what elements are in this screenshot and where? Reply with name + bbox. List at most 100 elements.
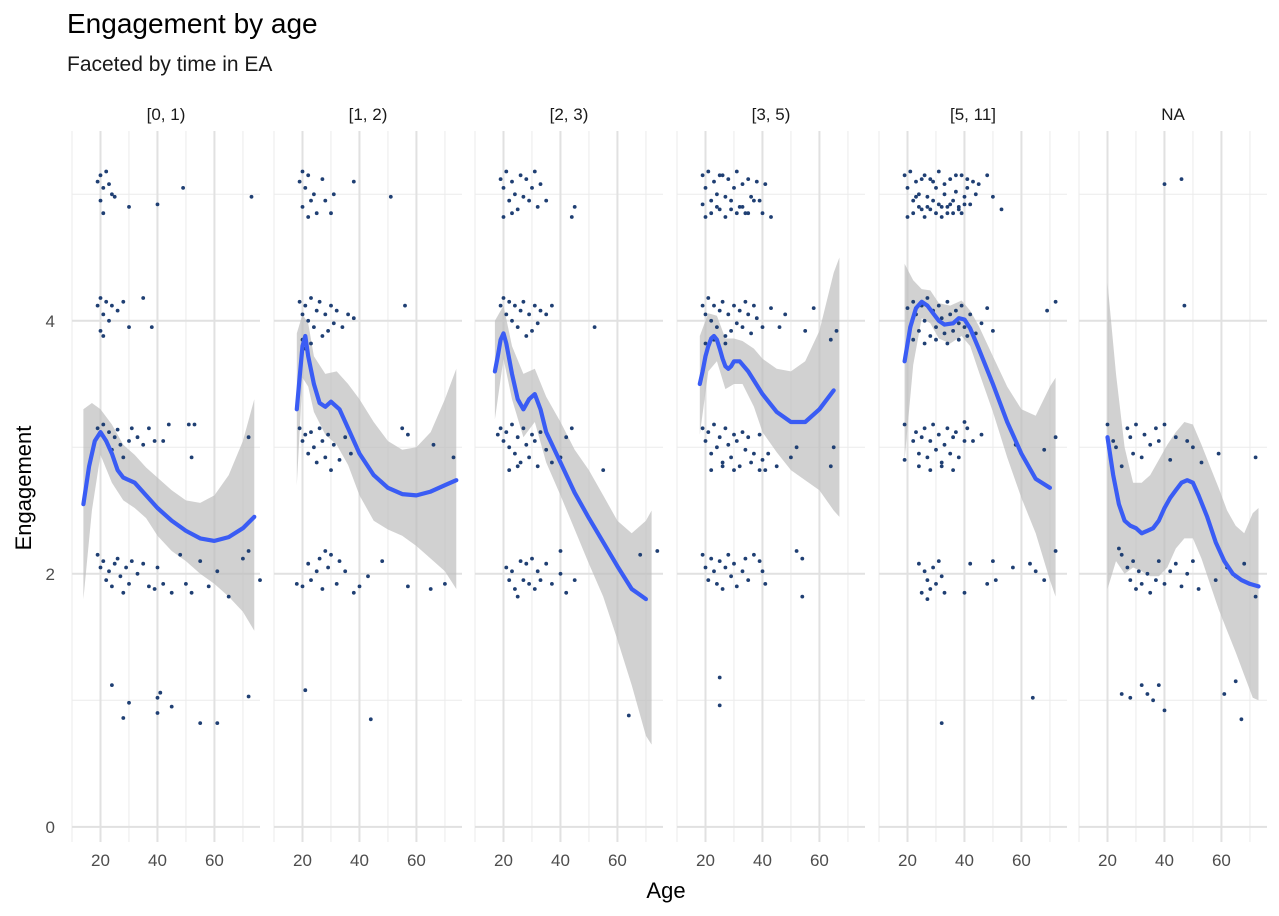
data-point	[752, 451, 756, 456]
data-point	[743, 556, 748, 561]
data-point	[945, 211, 950, 216]
x-tick-label: 40	[753, 851, 772, 870]
smooth-line	[1105, 435, 1261, 589]
data-point	[1139, 582, 1144, 586]
data-point	[939, 574, 944, 579]
data-point	[962, 439, 967, 443]
data-point	[749, 460, 753, 465]
data-point	[107, 430, 111, 434]
data-point	[954, 173, 958, 178]
data-point	[922, 215, 927, 219]
data-point	[329, 211, 333, 216]
data-point	[1134, 587, 1138, 591]
data-point	[249, 194, 254, 199]
confidence-ribbon	[904, 263, 1056, 597]
smooth-line	[902, 299, 1053, 490]
data-point	[400, 426, 405, 431]
data-point	[115, 427, 120, 432]
data-point	[312, 192, 316, 197]
data-point	[962, 194, 967, 199]
y-tick-label: 0	[46, 818, 55, 837]
data-point	[902, 458, 907, 462]
data-point	[945, 426, 950, 431]
data-point	[1117, 546, 1121, 551]
data-point	[320, 177, 325, 182]
data-point	[226, 594, 231, 599]
data-point	[1030, 695, 1035, 700]
data-point	[720, 460, 725, 465]
data-point	[732, 468, 736, 472]
data-point	[1134, 422, 1138, 427]
data-point	[973, 192, 978, 197]
data-point	[246, 549, 251, 553]
data-point	[521, 194, 526, 199]
data-point	[331, 192, 336, 197]
data-point	[1216, 451, 1221, 456]
data-point	[1111, 439, 1116, 443]
x-tick-label: 40	[955, 851, 974, 870]
data-point	[504, 169, 509, 174]
data-point	[757, 468, 762, 472]
data-point	[530, 432, 534, 437]
data-point	[527, 198, 531, 203]
data-point	[925, 578, 930, 582]
data-point	[911, 211, 916, 216]
data-point	[655, 549, 660, 553]
data-point	[306, 318, 311, 323]
data-point	[524, 561, 529, 566]
data-point	[794, 549, 799, 553]
data-point	[732, 561, 736, 566]
data-point	[507, 468, 512, 472]
facet-panel: [5, 11] 20 40 60	[878, 105, 1067, 870]
data-point	[914, 179, 918, 184]
data-point	[309, 198, 313, 203]
data-point	[510, 422, 514, 427]
data-point	[515, 464, 520, 469]
confidence-ribbon	[1107, 282, 1259, 701]
data-point	[320, 439, 325, 443]
data-point	[258, 578, 262, 582]
x-tick-label: 40	[1155, 851, 1174, 870]
data-point	[928, 468, 933, 472]
data-point	[959, 173, 964, 178]
data-point	[351, 179, 356, 184]
data-point	[155, 711, 160, 715]
data-point	[709, 198, 714, 203]
facet-label: [3, 5)	[752, 105, 791, 124]
data-point	[706, 169, 711, 174]
data-point	[1253, 594, 1258, 599]
data-point	[951, 329, 955, 333]
data-point	[101, 422, 106, 427]
data-point	[1053, 299, 1058, 304]
data-point	[948, 202, 953, 207]
data-point	[326, 432, 330, 437]
data-point	[934, 337, 938, 342]
data-point	[530, 186, 534, 190]
data-point	[388, 194, 393, 199]
data-point	[1139, 455, 1144, 460]
data-point	[121, 590, 126, 595]
data-point	[198, 721, 203, 725]
confidence-ribbon	[83, 399, 255, 631]
data-point	[939, 215, 944, 219]
data-point	[928, 587, 933, 591]
data-point	[95, 303, 100, 308]
data-point	[749, 194, 753, 199]
data-point	[700, 552, 705, 557]
data-point	[965, 426, 970, 431]
data-point	[1162, 708, 1167, 713]
data-point	[538, 430, 543, 434]
data-point	[129, 426, 134, 431]
data-point	[917, 192, 921, 197]
data-point	[948, 177, 953, 182]
data-point	[601, 468, 606, 472]
data-point	[101, 211, 106, 216]
data-point	[746, 435, 751, 440]
data-point	[329, 468, 333, 472]
data-point	[922, 426, 927, 431]
data-point	[507, 445, 512, 450]
data-point	[971, 179, 975, 184]
data-point	[777, 325, 782, 329]
data-point	[979, 321, 984, 326]
data-point	[1131, 451, 1135, 456]
